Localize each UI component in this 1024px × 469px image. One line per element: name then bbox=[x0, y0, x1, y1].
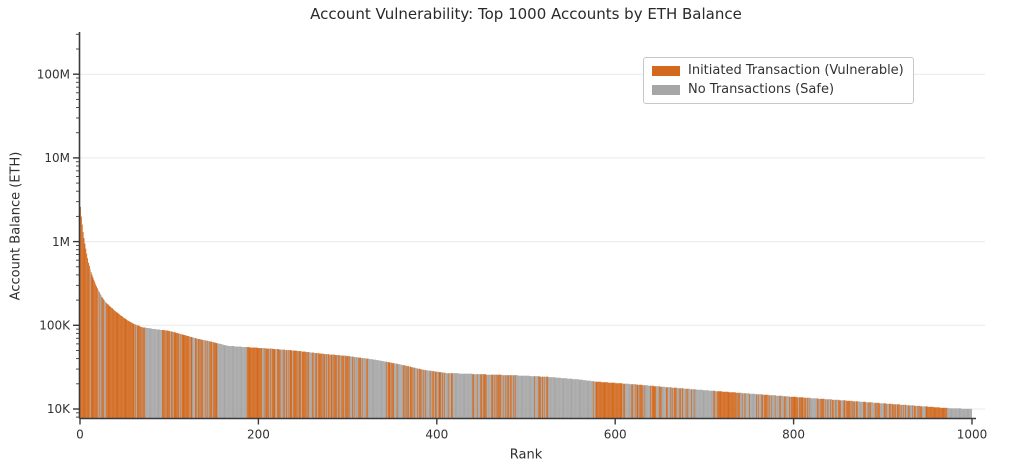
chart-title: Account Vulnerability: Top 1000 Accounts… bbox=[310, 5, 742, 23]
tick-label: 100K bbox=[39, 319, 71, 333]
legend-swatch-vulnerable-icon bbox=[652, 65, 680, 76]
tick-label: 10K bbox=[47, 402, 71, 416]
bars-layer bbox=[79, 206, 973, 419]
tick-label: 0 bbox=[76, 428, 84, 442]
tick-label: 200 bbox=[247, 428, 270, 442]
tick-label: 10M bbox=[44, 151, 70, 165]
legend: Initiated Transaction (Vulnerable) No Tr… bbox=[643, 57, 914, 104]
tick-label: 1M bbox=[52, 235, 70, 249]
tick-label: 600 bbox=[604, 428, 627, 442]
y-axis-ticks: 10K 100K 1M 10M 100M bbox=[37, 67, 80, 416]
tick-label: 800 bbox=[782, 428, 805, 442]
tick-label: 400 bbox=[425, 428, 448, 442]
x-axis-ticks: 0 200 400 600 800 1000 bbox=[76, 418, 988, 442]
tick-label: 1000 bbox=[957, 428, 988, 442]
legend-label-vulnerable: Initiated Transaction (Vulnerable) bbox=[688, 63, 904, 78]
tick-label: 100M bbox=[37, 67, 70, 81]
legend-label-safe: No Transactions (Safe) bbox=[688, 82, 835, 97]
y-axis-minor-ticks bbox=[76, 33, 80, 418]
legend-item-vulnerable: Initiated Transaction (Vulnerable) bbox=[652, 63, 904, 78]
legend-item-safe: No Transactions (Safe) bbox=[652, 82, 904, 97]
axis-spines bbox=[78, 32, 976, 420]
x-axis-label: Rank bbox=[509, 447, 543, 463]
legend-swatch-safe-icon bbox=[652, 84, 680, 95]
